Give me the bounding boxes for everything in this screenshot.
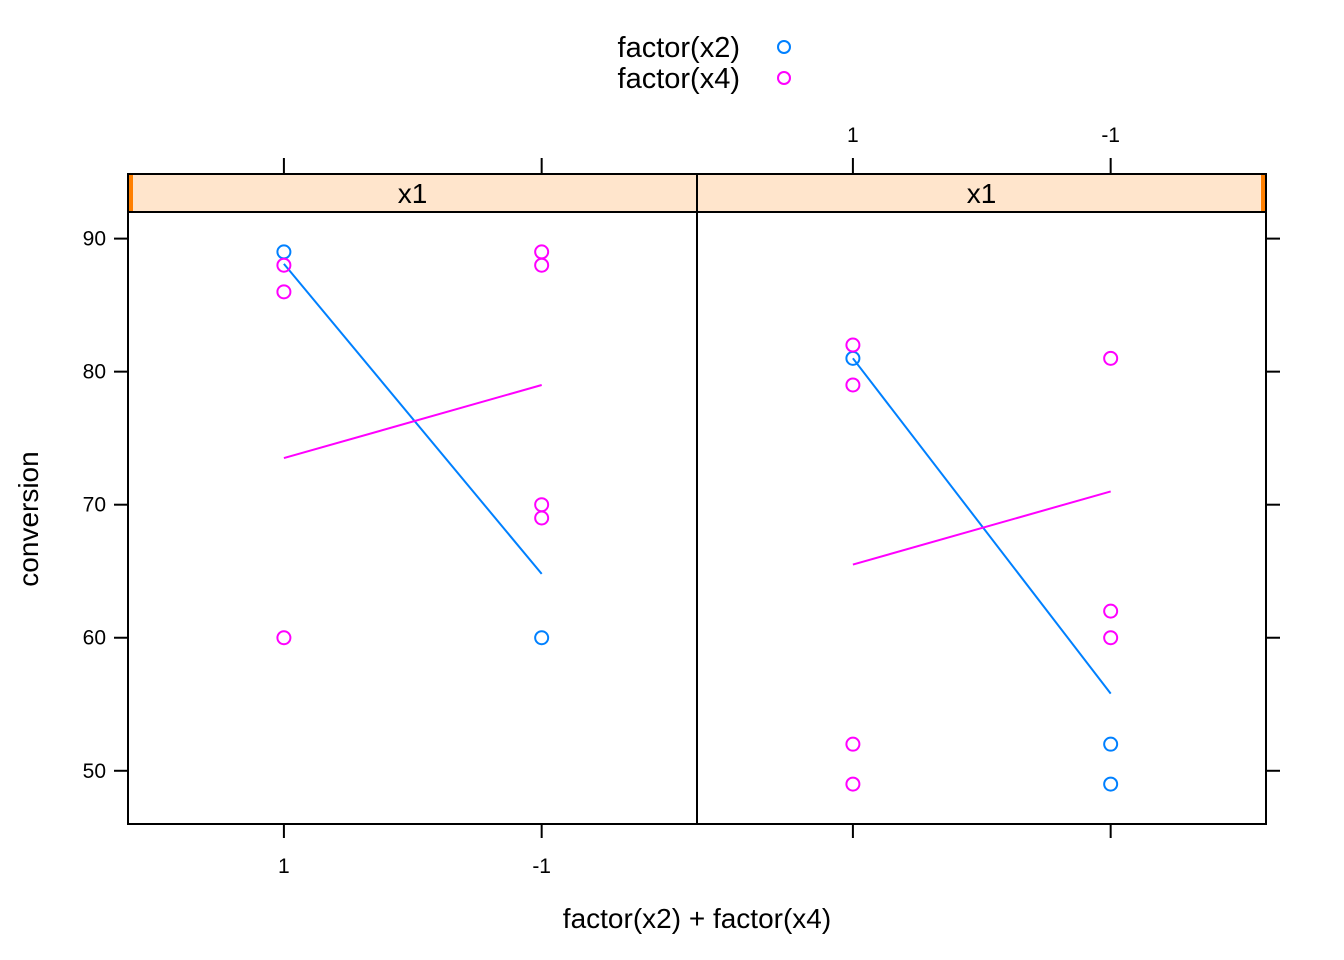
- data-point: [534, 630, 550, 646]
- legend-label: factor(x2): [618, 32, 740, 64]
- series-line: [283, 384, 542, 460]
- panel-frame: [696, 211, 1267, 825]
- y-axis-title: conversion: [13, 451, 44, 586]
- data-point: [1103, 776, 1119, 792]
- y-tick-label: 50: [83, 760, 106, 783]
- data-point: [276, 630, 292, 646]
- data-point: [276, 284, 292, 300]
- x-tick-label: -1: [532, 855, 551, 878]
- data-point: [534, 497, 550, 513]
- data-point: [845, 377, 861, 393]
- legend-marker: [777, 40, 791, 54]
- data-point: [276, 244, 292, 260]
- strip-level-indicator: [1261, 174, 1266, 212]
- x-tick-label: 1: [847, 124, 859, 147]
- panels: x1 x1: [127, 173, 1267, 825]
- axes: 50 60 70 80 90 1 -1 1 -1: [83, 124, 1280, 878]
- strip-background: [128, 174, 697, 212]
- panel: x1: [127, 173, 698, 825]
- y-tick-label: 70: [83, 494, 106, 517]
- y-tick-label: 80: [83, 361, 106, 384]
- panel: x1: [696, 173, 1267, 825]
- x-tick-label: -1: [1101, 124, 1120, 147]
- data-point: [534, 257, 550, 273]
- series-line: [283, 263, 543, 575]
- strip-label: x1: [398, 178, 428, 209]
- strip-level-indicator: [128, 174, 133, 212]
- series-line: [852, 490, 1111, 566]
- data-point: [845, 776, 861, 792]
- x-axis-title: factor(x2) + factor(x4): [563, 903, 831, 934]
- legend-label: factor(x4): [618, 63, 740, 95]
- panel-frame: [127, 211, 698, 825]
- legend-marker: [777, 71, 791, 85]
- x-tick-label: 1: [278, 855, 290, 878]
- data-point: [845, 337, 861, 353]
- series-line: [852, 357, 1112, 695]
- y-tick-label: 90: [83, 228, 106, 251]
- data-point: [1103, 603, 1119, 619]
- data-point: [534, 244, 550, 260]
- legend: factor(x2)factor(x4): [618, 32, 791, 95]
- data-point: [1103, 350, 1119, 366]
- data-point: [1103, 736, 1119, 752]
- y-tick-label: 60: [83, 627, 106, 650]
- data-point: [1103, 630, 1119, 646]
- strip-label: x1: [967, 178, 997, 209]
- data-point: [845, 736, 861, 752]
- data-point: [276, 257, 292, 273]
- strip-background: [697, 174, 1266, 212]
- data-point: [534, 510, 550, 526]
